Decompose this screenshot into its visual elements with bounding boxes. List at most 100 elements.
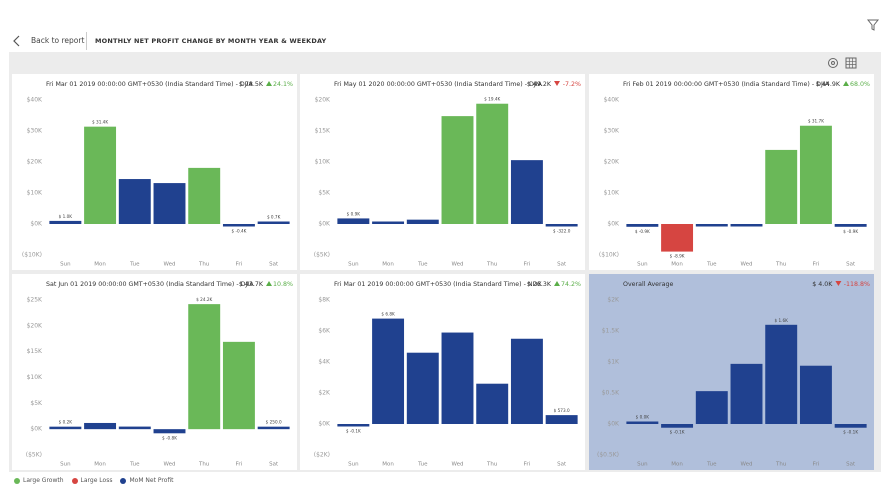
y-tick-label: ($5K) — [314, 252, 330, 259]
y-tick-label: $20K — [27, 159, 43, 166]
bar — [661, 224, 694, 252]
filter-icon[interactable] — [866, 18, 880, 32]
x-tick-label: Thu — [486, 262, 497, 268]
bar — [510, 160, 543, 224]
bar — [153, 429, 186, 434]
chart-panel[interactable]: Sat Jun 01 2019 00:00:00 GMT+0530 (India… — [12, 274, 297, 470]
y-tick-label: $6K — [318, 328, 331, 335]
y-tick-label: $0.5K — [602, 390, 620, 397]
bar — [834, 224, 867, 227]
toolbar[interactable] — [826, 56, 860, 70]
x-tick-label: Wed — [741, 462, 753, 468]
y-tick-label: ($0.5K) — [597, 452, 619, 459]
x-tick-label: Sun — [60, 262, 71, 268]
x-tick-label: Tue — [129, 462, 140, 468]
y-tick-label: $30K — [604, 128, 620, 135]
change: -118.8% — [844, 281, 870, 288]
bar — [49, 426, 82, 430]
data-label: $ -0.1K — [843, 430, 858, 435]
legend-swatch — [120, 477, 127, 484]
chart: Fri Mar 01 2019 00:00:00 GMT+0530 (India… — [22, 81, 293, 268]
y-tick-label: ($2K) — [314, 452, 330, 459]
page-title: MONTHLY NET PROFIT CHANGE BY MONTH YEAR … — [95, 37, 327, 45]
x-tick-label: Wed — [452, 262, 464, 268]
chart-panel[interactable]: Fri May 01 2020 00:00:00 GMT+0530 (India… — [300, 74, 585, 270]
legend-label: MoM Net Profit — [129, 477, 174, 484]
bar — [257, 221, 290, 224]
data-label: $ 24.2K — [196, 297, 212, 302]
x-tick-label: Fri — [524, 462, 531, 468]
x-tick-label: Sat — [557, 462, 567, 468]
y-tick-label: $20K — [27, 322, 43, 329]
bar — [118, 426, 151, 430]
data-label: $ -322.0 — [553, 229, 571, 234]
x-tick-label: Mon — [94, 462, 106, 468]
x-tick-label: Mon — [671, 462, 683, 468]
y-tick-label: ($10K) — [599, 252, 619, 259]
chart-panel[interactable]: Fri Mar 01 2019 00:00:00 GMT+0530 (India… — [300, 274, 585, 470]
x-tick-label: Thu — [198, 462, 209, 468]
back-icon[interactable] — [12, 34, 22, 48]
data-label: $ 250.0 — [266, 420, 282, 425]
x-tick-label: Fri — [236, 462, 243, 468]
y-tick-label: ($10K) — [22, 252, 42, 259]
x-tick-label: Sat — [269, 262, 279, 268]
x-tick-label: Thu — [775, 462, 786, 468]
chart: Sat Jun 01 2019 00:00:00 GMT+0530 (India… — [26, 281, 293, 468]
x-tick-label: Fri — [236, 262, 243, 268]
legend-swatch — [14, 477, 20, 484]
y-tick-label: $30K — [27, 128, 43, 135]
bar — [257, 426, 290, 430]
x-tick-label: Fri — [524, 262, 531, 268]
change: 24.1% — [273, 81, 293, 88]
x-tick-label: Sat — [269, 462, 279, 468]
data-label: $ -0.1K — [346, 429, 361, 434]
bar — [84, 422, 117, 430]
chart-title: Fri Mar 01 2019 00:00:00 GMT+0530 (India… — [334, 281, 542, 288]
bar — [188, 167, 221, 224]
bar — [730, 363, 763, 424]
legend-item: Large Growth — [14, 477, 64, 484]
x-tick-label: Sun — [348, 462, 359, 468]
chart-panel[interactable]: Overall Average -118.8% $ 4.0K ($0.5K) $0K $0… — [589, 274, 874, 470]
bar — [441, 332, 474, 424]
chart-panel[interactable]: Fri Mar 01 2019 00:00:00 GMT+0530 (India… — [12, 74, 297, 270]
y-tick-label: $5K — [318, 190, 331, 197]
x-tick-label: Thu — [198, 262, 209, 268]
y-tick-label: $4K — [318, 359, 331, 366]
bar — [626, 421, 659, 424]
y-tick-label: $0K — [30, 221, 43, 228]
x-tick-label: Wed — [164, 462, 176, 468]
data-label: $ 0.9K — [347, 211, 361, 216]
total: $ 4.0K — [812, 281, 833, 288]
y-tick-label: $20K — [315, 97, 331, 104]
bar — [406, 352, 439, 424]
bar — [372, 318, 405, 424]
y-tick-label: $2K — [607, 297, 620, 304]
y-tick-label: $1.5K — [602, 328, 620, 335]
y-tick-label: $0K — [607, 221, 620, 228]
bar — [49, 220, 82, 224]
bar — [626, 224, 659, 227]
chart-title: Overall Average — [623, 281, 673, 288]
total: $ 78.5K — [239, 81, 264, 88]
data-label: $ -0.8K — [162, 435, 177, 440]
y-tick-label: $15K — [27, 348, 43, 355]
chart: Fri Feb 01 2019 00:00:00 GMT+0530 (India… — [599, 81, 870, 268]
chart-panel[interactable]: Fri Feb 01 2019 00:00:00 GMT+0530 (India… — [589, 74, 874, 270]
bar — [153, 183, 186, 224]
bar — [695, 224, 728, 227]
bar — [441, 116, 474, 224]
legend-item: Large Loss — [71, 477, 112, 484]
legend-swatch — [71, 477, 78, 484]
data-label: $ -0.4K — [231, 229, 246, 234]
change-arrow — [554, 81, 560, 86]
y-tick-label: $25K — [27, 297, 43, 304]
y-tick-label: $20K — [604, 159, 620, 166]
chart-title: Fri Feb 01 2019 00:00:00 GMT+0530 (India… — [623, 81, 830, 88]
total: $ 49.2K — [527, 81, 552, 88]
x-tick-label: Tue — [129, 262, 140, 268]
legend-item: MoM Net Profit — [120, 477, 174, 484]
back-button[interactable]: Back to report — [31, 36, 85, 45]
